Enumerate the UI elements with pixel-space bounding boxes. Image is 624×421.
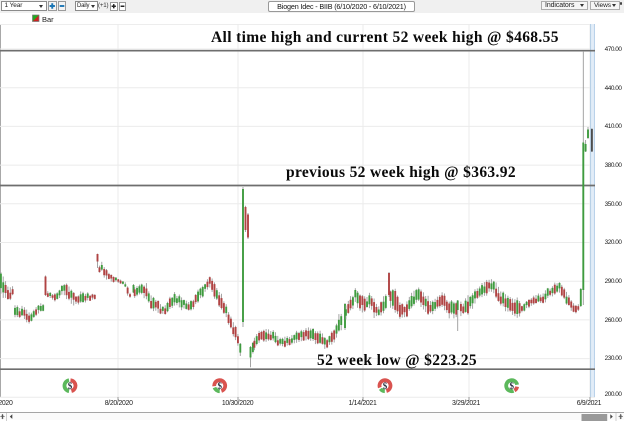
- svg-text:$: $: [383, 381, 388, 391]
- svg-text:$: $: [509, 381, 514, 391]
- svg-text:$: $: [217, 381, 222, 391]
- svg-text:$: $: [68, 381, 73, 391]
